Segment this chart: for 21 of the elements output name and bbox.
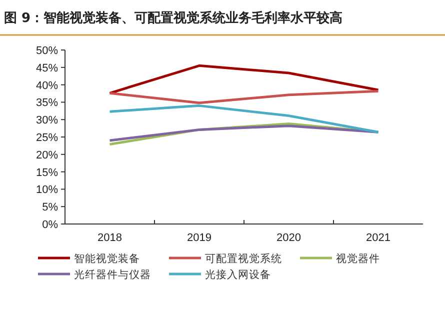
x-tick-label: 2020 — [276, 232, 301, 244]
y-tick-label: 30% — [36, 114, 58, 127]
legend-label: 光纤器件与仪器 — [74, 268, 151, 281]
y-tick-label: 25% — [36, 132, 58, 144]
y-tick-label: 35% — [36, 97, 58, 110]
x-tick-label: 2019 — [187, 232, 212, 244]
legend-label: 光接入网设备 — [205, 268, 271, 281]
y-tick-label: 45% — [36, 62, 58, 74]
legend-label: 视觉器件 — [336, 252, 380, 265]
y-tick-label: 0% — [42, 219, 58, 231]
title: 图 9：智能视觉装备、可配置视觉系统业务毛利率水平较高 — [4, 11, 343, 26]
y-tick-label: 15% — [36, 166, 58, 179]
y-tick-label: 50% — [36, 45, 58, 57]
x-tick-label: 2018 — [98, 232, 122, 244]
y-tick-label: 5% — [42, 202, 58, 214]
legend-label: 可配置视觉系统 — [205, 252, 282, 265]
x-tick-label: 2021 — [366, 232, 390, 244]
y-tick-label: 40% — [36, 80, 58, 92]
y-tick-label: 10% — [36, 184, 58, 196]
y-tick-label: 20% — [36, 149, 58, 162]
legend-label: 智能视觉装备 — [74, 252, 140, 265]
